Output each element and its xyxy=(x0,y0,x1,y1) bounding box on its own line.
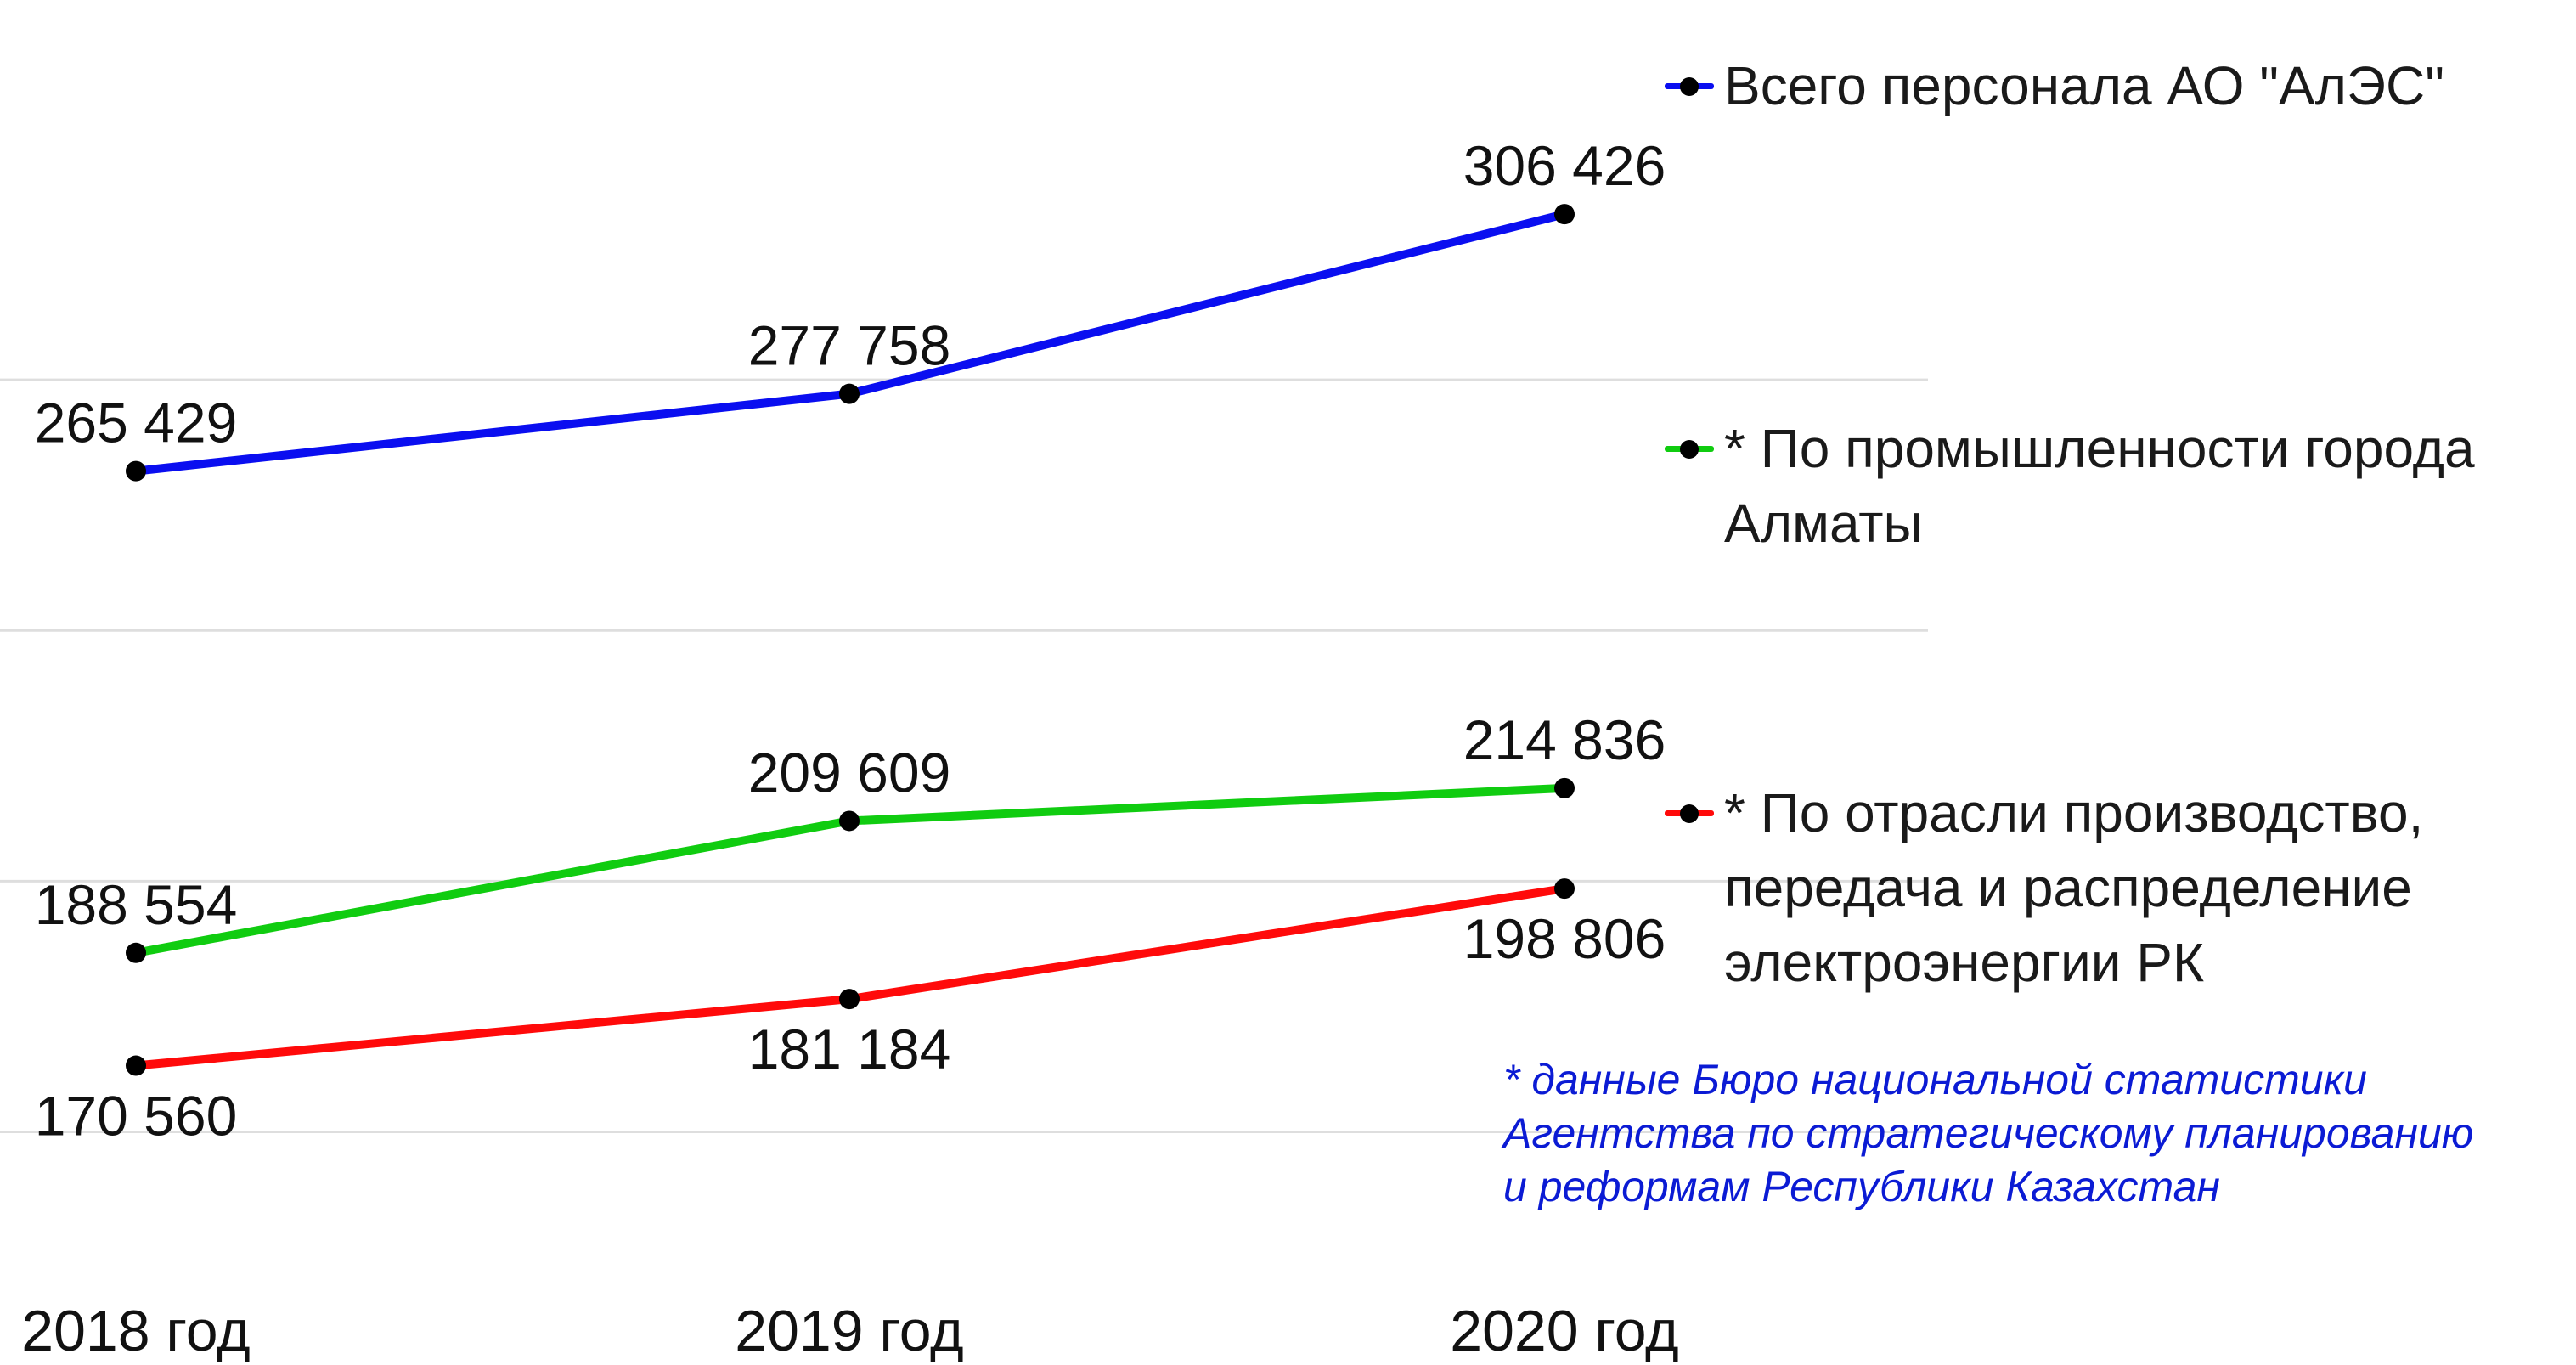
data-labels: 265 429 277 758 306 426 188 554 209 609 214 8… xyxy=(35,134,1666,1147)
data-point xyxy=(1554,204,1575,225)
legend-item-total-staff: Всего персонала АО "АлЭС" xyxy=(1665,48,2444,123)
legend-label: * По промышленности города Алматы xyxy=(1724,418,2475,554)
legend-swatch-blue xyxy=(1665,48,1724,123)
data-point xyxy=(1554,878,1575,900)
source-note: * данные Бюро национальной статистики Аг… xyxy=(1503,1053,2548,1214)
data-point xyxy=(839,810,860,832)
data-label: 170 560 xyxy=(35,1085,238,1148)
source-note-line: Агентства по стратегическому планировани… xyxy=(1503,1109,2474,1157)
legend-item-almaty-industry: * По промышленности города Алматы xyxy=(1665,411,2475,561)
x-tick-label: 2020 год xyxy=(1450,1299,1678,1363)
data-label: 265 429 xyxy=(35,392,238,454)
data-label: 188 554 xyxy=(35,873,238,936)
data-label: 209 609 xyxy=(748,741,951,804)
data-label: 306 426 xyxy=(1463,134,1666,197)
data-label: 277 758 xyxy=(748,314,951,377)
data-point xyxy=(839,383,860,404)
data-label: 198 806 xyxy=(1463,907,1666,970)
x-tick-label: 2018 год xyxy=(21,1299,250,1363)
legend-swatch-green xyxy=(1665,411,1724,486)
data-label: 181 184 xyxy=(748,1018,951,1080)
source-note-line: * данные Бюро национальной статистики xyxy=(1503,1056,2367,1103)
data-point xyxy=(126,1055,146,1076)
data-point xyxy=(839,989,860,1010)
data-point xyxy=(126,942,146,963)
data-label: 214 836 xyxy=(1463,708,1666,771)
legend-item-energy-sector: * По отрасли производство, передача и ра… xyxy=(1665,776,2423,1000)
data-point xyxy=(126,460,146,482)
data-points xyxy=(126,204,1575,1076)
x-axis-tick-labels: 2018 год 2019 год 2020 год xyxy=(21,1299,1678,1363)
data-point xyxy=(1554,777,1575,798)
legend-label: * По отрасли производство, передача и ра… xyxy=(1724,782,2424,993)
legend-label: Всего персонала АО "АлЭС" xyxy=(1724,55,2444,116)
legend-swatch-red xyxy=(1665,776,1724,850)
x-tick-label: 2019 год xyxy=(735,1299,963,1363)
source-note-line: и реформам Республики Казахстан xyxy=(1503,1163,2220,1210)
gridlines xyxy=(0,378,1928,1133)
